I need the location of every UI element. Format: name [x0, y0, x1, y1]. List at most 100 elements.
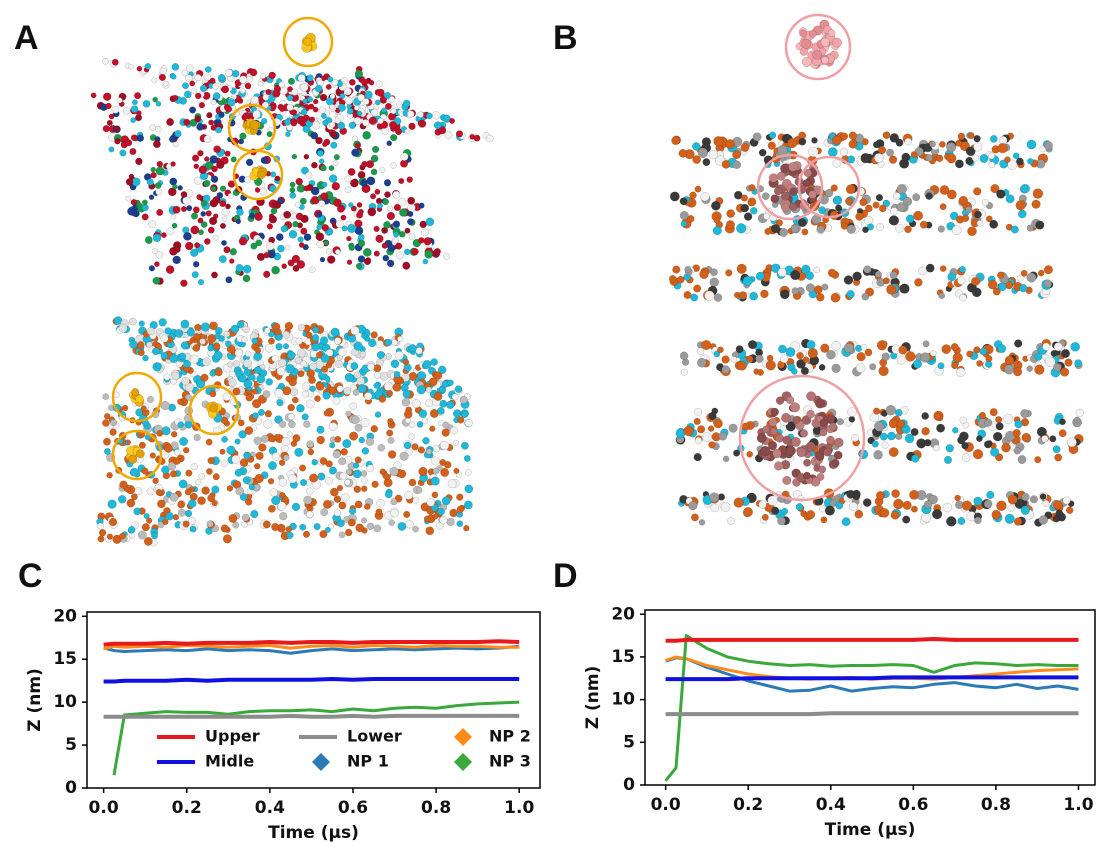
bead — [698, 519, 706, 526]
bead — [156, 160, 164, 168]
bead — [992, 287, 1001, 296]
bead — [340, 448, 348, 456]
bead — [366, 522, 375, 530]
plot-frame — [86, 611, 541, 789]
bead — [276, 501, 287, 511]
y-tick-label: 15 — [53, 649, 77, 669]
bead — [189, 492, 198, 501]
bead — [269, 488, 279, 497]
bead — [1004, 513, 1015, 524]
bead — [432, 111, 441, 120]
bead — [833, 437, 844, 448]
bead — [807, 347, 818, 359]
bead — [108, 113, 115, 120]
bead — [701, 432, 712, 443]
bead — [110, 419, 118, 427]
bead — [847, 407, 857, 417]
bead — [251, 388, 258, 395]
bead — [786, 395, 795, 405]
bead — [143, 512, 150, 520]
bead — [353, 116, 362, 125]
bead — [961, 453, 971, 462]
bead — [903, 196, 913, 206]
bead — [1073, 416, 1081, 424]
bead — [291, 88, 299, 96]
bead — [308, 116, 316, 123]
bead — [361, 477, 368, 484]
bead — [242, 476, 251, 485]
bead — [1003, 414, 1014, 425]
bead — [746, 355, 754, 363]
bead — [214, 332, 221, 340]
bead — [356, 202, 363, 208]
bead — [182, 82, 189, 90]
bead — [300, 227, 308, 235]
bead — [425, 448, 433, 455]
bead — [211, 271, 218, 279]
bead — [712, 226, 722, 236]
bead — [377, 202, 384, 209]
bead — [249, 120, 260, 130]
bead — [178, 352, 187, 361]
bead — [173, 457, 181, 465]
bead — [154, 261, 160, 267]
bead — [914, 278, 923, 287]
bead — [991, 509, 1002, 520]
bead — [184, 382, 194, 392]
series-line — [103, 677, 520, 684]
bead — [824, 188, 834, 198]
bead — [338, 501, 347, 510]
bead — [756, 433, 767, 443]
bead — [758, 148, 767, 157]
bead — [770, 224, 780, 234]
bead — [260, 73, 267, 79]
bead — [866, 223, 875, 231]
bead — [431, 249, 441, 258]
bead — [777, 267, 787, 277]
bead — [771, 506, 780, 515]
bead — [117, 495, 127, 504]
bead — [283, 454, 290, 461]
bead — [306, 487, 314, 495]
bead — [693, 417, 701, 425]
bead — [738, 291, 748, 300]
bead — [721, 160, 731, 169]
bead — [1007, 494, 1018, 505]
bead — [1017, 209, 1027, 219]
bead — [788, 161, 798, 172]
bead — [835, 204, 843, 212]
bead — [904, 225, 912, 234]
bead — [805, 271, 815, 281]
bead — [1017, 455, 1027, 465]
bead — [397, 335, 404, 343]
bead — [288, 420, 296, 429]
bead — [287, 86, 294, 93]
bead — [765, 360, 776, 371]
bead — [374, 99, 381, 106]
bead — [281, 444, 289, 453]
bead — [279, 491, 286, 499]
bead — [256, 252, 265, 261]
bead — [255, 451, 264, 461]
bead — [957, 517, 966, 525]
bead — [696, 357, 707, 368]
bead — [777, 516, 786, 526]
bead — [356, 211, 364, 219]
bead — [172, 205, 181, 214]
bead — [344, 186, 352, 194]
bead — [141, 204, 149, 212]
bead — [921, 412, 930, 420]
bead — [806, 391, 817, 402]
bead — [939, 185, 950, 195]
bead — [343, 87, 352, 96]
bead — [946, 189, 957, 200]
bead — [690, 513, 699, 522]
bead — [138, 441, 146, 449]
bead — [289, 181, 296, 188]
bead — [384, 102, 392, 110]
bead — [295, 337, 303, 345]
bead — [439, 440, 450, 451]
bead — [275, 334, 283, 341]
x-tick-label: 1.0 — [504, 798, 534, 818]
bead — [315, 136, 323, 145]
